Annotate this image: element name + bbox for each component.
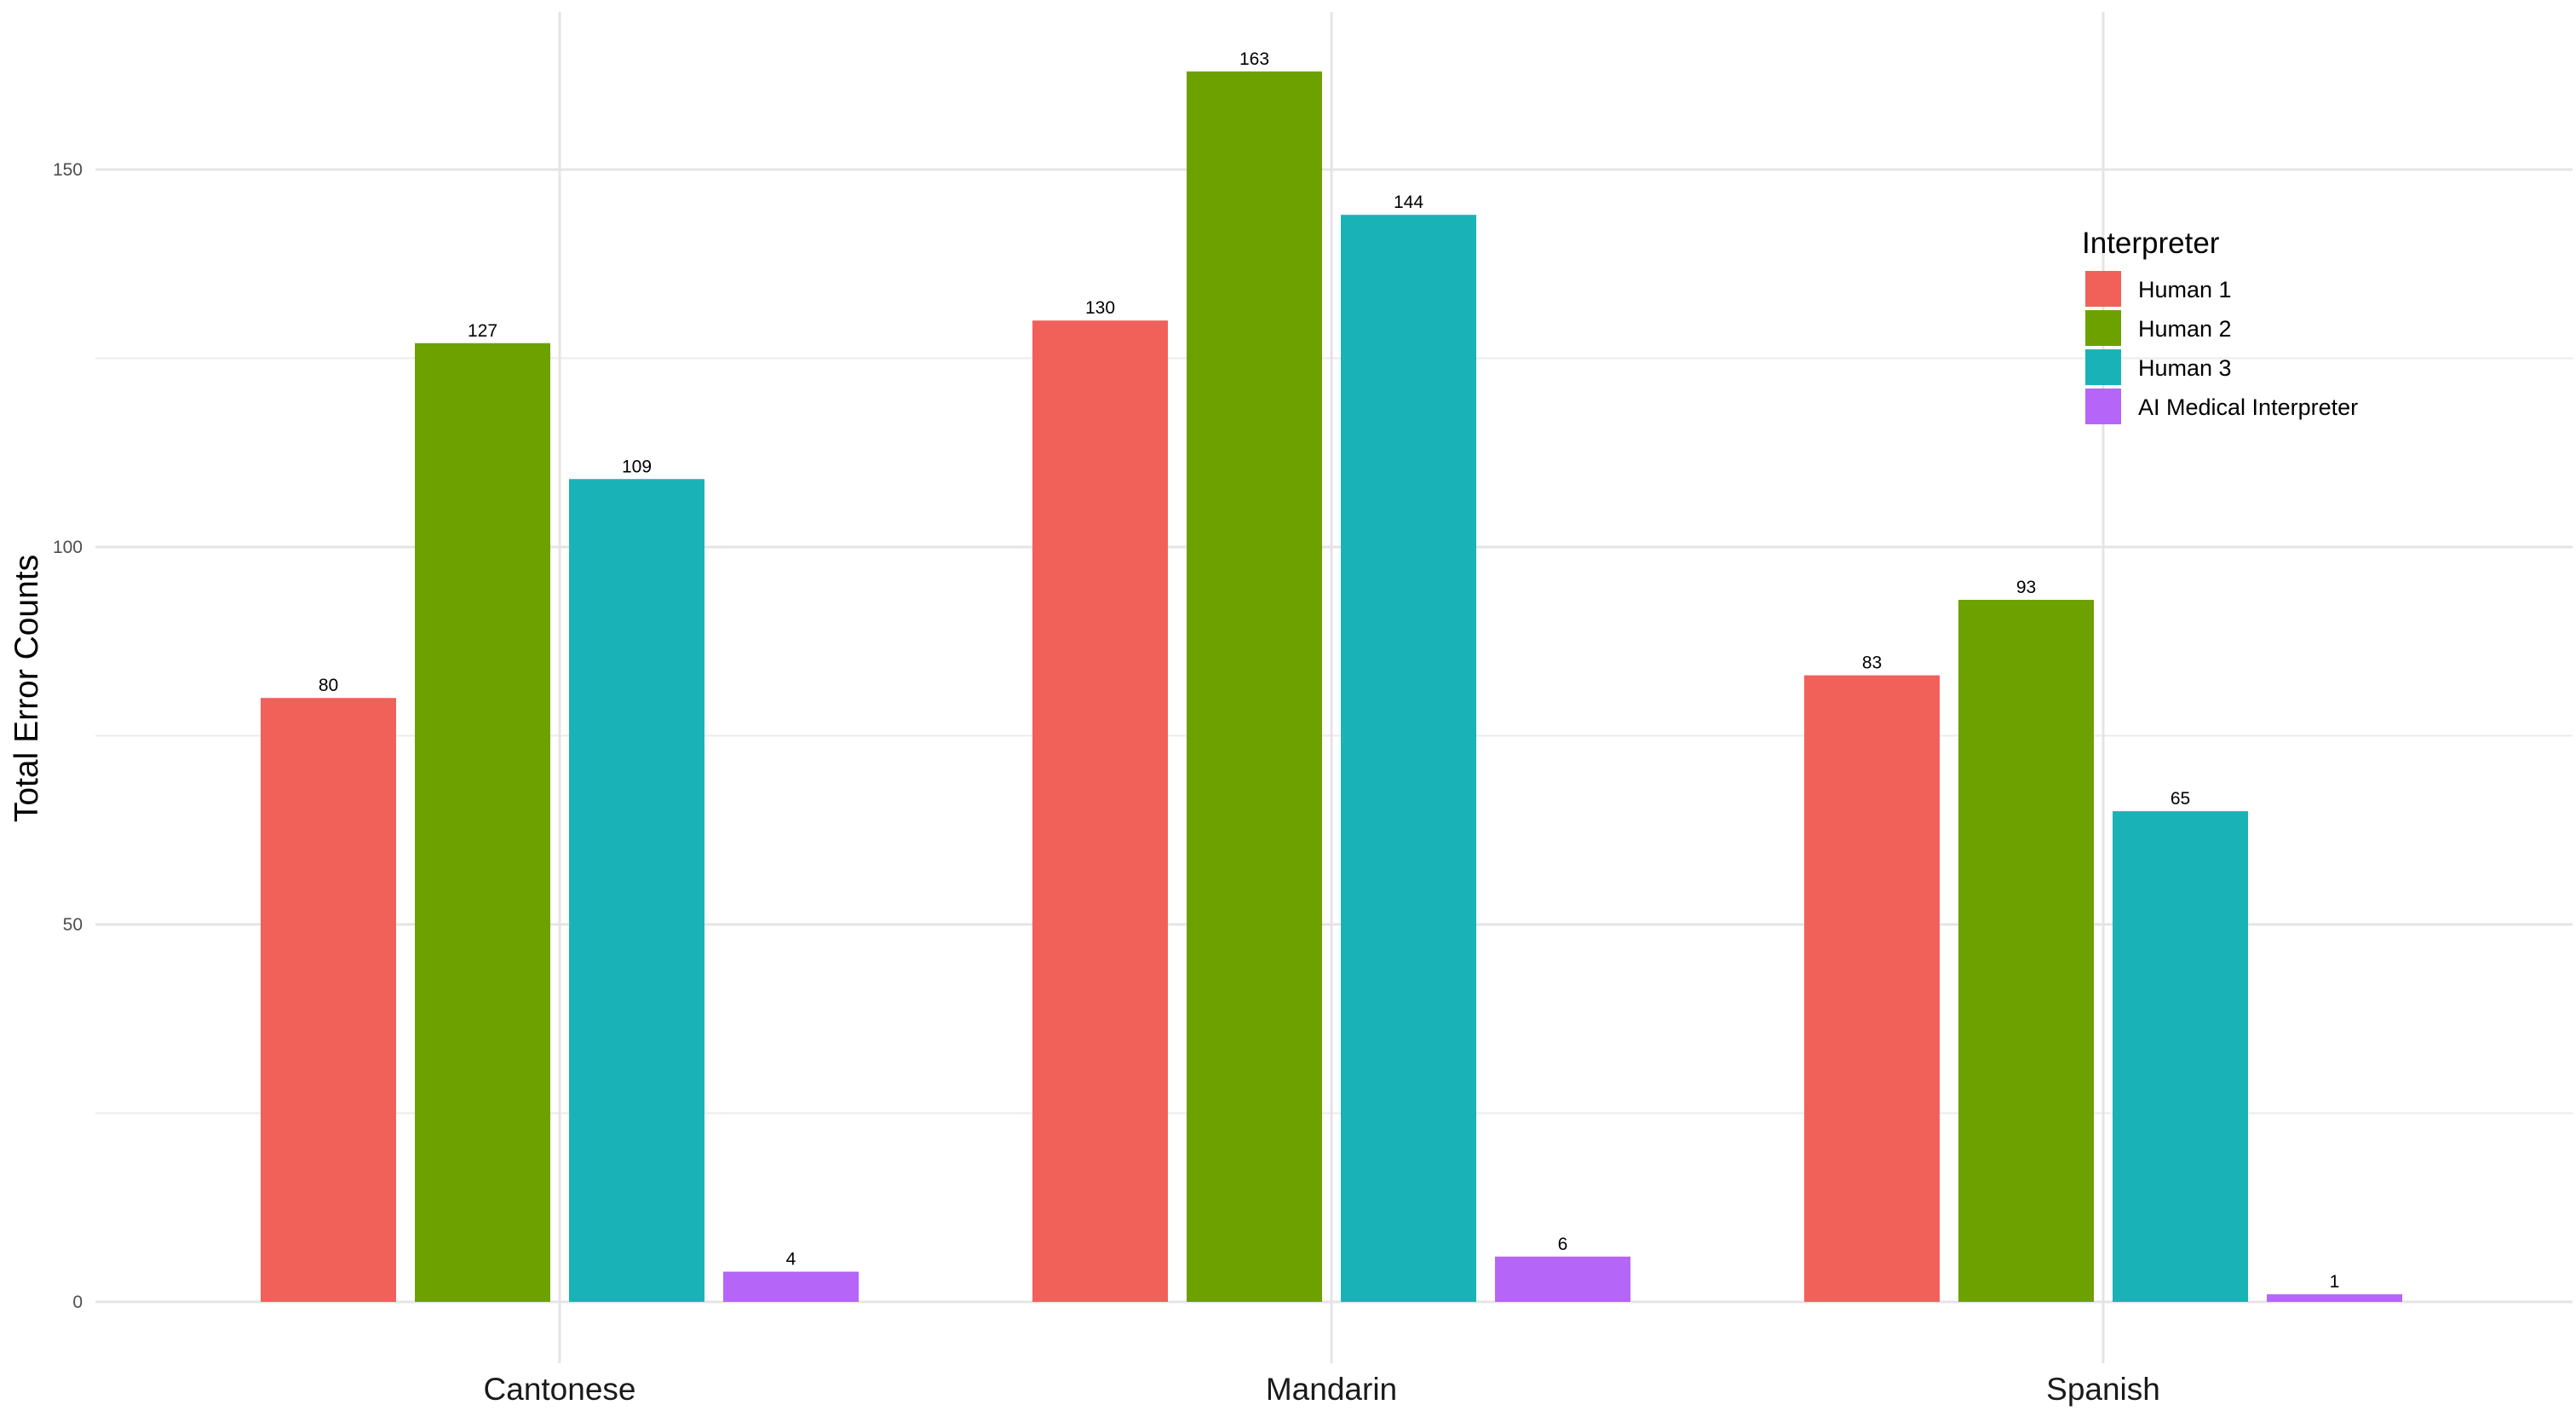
x-tick-label: Mandarin: [1266, 1372, 1397, 1407]
bar-value-label: 127: [468, 321, 497, 341]
bar: [1187, 71, 1322, 1303]
y-tick-label: 150: [53, 160, 83, 180]
bar-value-label: 1: [2330, 1272, 2340, 1292]
y-axis-title: Total Error Counts: [9, 555, 45, 822]
bar: [1341, 215, 1476, 1302]
bar: [723, 1271, 859, 1302]
bar: [415, 343, 550, 1302]
bar-value-labels: 80 127 109 4 130 163 144 6 83 93 65 1: [319, 49, 2340, 1292]
bar: [569, 479, 704, 1302]
legend-label: Human 2: [2138, 316, 2232, 342]
bar-value-label: 6: [1558, 1235, 1568, 1254]
legend-title: Interpreter: [2082, 227, 2220, 260]
bar: [2267, 1294, 2402, 1302]
bar-value-label: 65: [2171, 789, 2190, 809]
legend-key: [2085, 349, 2121, 385]
bar-value-label: 144: [1394, 193, 1423, 212]
axes: Total Error Counts 0 50 100 150 Cantonese Man…: [9, 160, 2160, 1407]
bar: [1958, 600, 2094, 1302]
bar: [1495, 1256, 1630, 1302]
bar-value-label: 163: [1239, 49, 1269, 69]
bar-value-label: 93: [2016, 578, 2036, 597]
legend-key: [2085, 389, 2121, 424]
legend-label: AI Medical Interpreter: [2138, 394, 2358, 420]
legend-label: Human 3: [2138, 355, 2232, 381]
x-tick-label: Spanish: [2046, 1372, 2160, 1407]
y-tick-label: 100: [53, 538, 83, 557]
bar: [261, 698, 396, 1302]
bar: [1032, 320, 1168, 1303]
y-tick-label: 50: [63, 915, 83, 935]
legend-label: Human 1: [2138, 277, 2232, 302]
bar: [1804, 675, 1940, 1302]
bars: [261, 71, 2402, 1303]
x-tick-label: Cantonese: [484, 1372, 636, 1407]
bar-value-label: 83: [1862, 653, 1882, 673]
legend-key: [2085, 271, 2121, 307]
legend-key: [2085, 310, 2121, 346]
legend: Interpreter Human 1 Human 2 Human 3 AI Medi…: [2082, 227, 2358, 424]
bar-value-label: 109: [622, 457, 652, 476]
bar-value-label: 80: [319, 676, 338, 695]
bar-value-label: 130: [1085, 298, 1115, 318]
bar-value-label: 4: [786, 1250, 796, 1269]
y-tick-label: 0: [72, 1292, 83, 1312]
bar: [2113, 811, 2248, 1302]
